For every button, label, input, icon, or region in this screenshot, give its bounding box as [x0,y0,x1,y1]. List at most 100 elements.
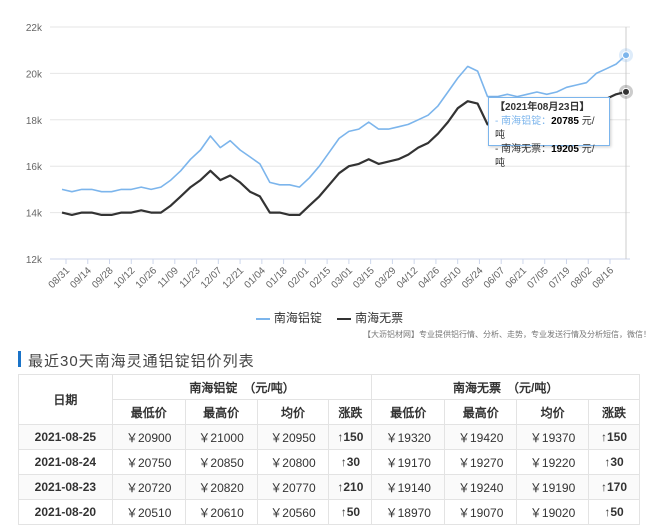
chart-tooltip: 【2021年08月23日】 - 南海铝锭：20785 元/吨 - 南海无票：19… [488,97,610,169]
chart-legend: 南海铝锭 南海无票 [0,309,659,326]
x-tick-label: 01/18 [264,265,290,291]
x-tick-label: 11/23 [178,265,203,290]
table-cell-change: ↑30 [328,449,373,475]
table-cell-date: 2021-08-23 [18,474,113,500]
table-cell-date: 2021-08-20 [18,499,113,525]
x-tick-label: 03/01 [330,265,356,291]
x-tick-label: 02/15 [308,265,334,291]
table-subheader: 均价 [256,399,330,425]
table-cell-date: 2021-08-25 [18,424,113,450]
hover-point [622,87,630,96]
x-tick-label: 07/19 [547,265,573,291]
table-subheader: 均价 [516,399,590,425]
table-subheader: 涨跌 [328,399,373,425]
table-subheader: 最低价 [371,399,446,425]
table-cell-price: ￥18970 [371,499,446,525]
table-cell-date: 2021-08-24 [18,449,113,475]
table-subheader: 最低价 [111,399,186,425]
y-tick-label: 20k [26,69,43,80]
legend-swatch-blue [255,317,270,320]
table-cell-price: ￥19320 [371,424,446,450]
hover-point [622,51,630,60]
tooltip-row-noticket: - 南海无票：19205 元/吨 [495,143,603,171]
table-cell-price: ￥20770 [256,474,330,500]
y-tick-label: 18k [26,116,43,127]
x-tick-label: 10/26 [134,265,160,291]
legend-item-nanhai-noticket[interactable]: 南海无票 [337,309,403,326]
tooltip-series-name: - 南海无票： [495,144,552,155]
table-cell-price: ￥20750 [111,449,186,475]
table-row: 2021-08-25 ￥20900 ￥21000 ￥20950 ↑150 ￥19320 ￥1… [18,424,640,450]
x-tick-label: 09/28 [90,265,116,291]
x-tick-label: 09/14 [68,265,94,291]
series-line-nanhai-ingot [61,54,627,193]
table-cell-change: ↑50 [328,499,373,525]
x-tick-label: 03/29 [373,265,399,291]
table-cell-change: ↑150 [328,424,373,450]
table-cell-price: ￥21000 [184,424,258,450]
price-chart: 12k 14k 16k 18k 20k 22k 08/31 09/14 09/28 10/12 10… [0,23,659,339]
x-tick-label: 07/05 [525,265,551,291]
x-tick-label: 03/15 [351,265,377,291]
x-tick-label: 08/16 [591,265,617,291]
x-tick-label: 02/01 [286,265,312,291]
table-header-row: 日期 南海铝锭 （元/吨） 南海无票 （元/吨） [18,374,640,425]
x-tick-label: 11/09 [156,265,181,290]
table-cell-price: ￥19370 [516,424,590,450]
table-cell-price: ￥20900 [111,424,186,450]
table-row: 2021-08-20 ￥20510 ￥20610 ￥20560 ↑50 ￥18970 ￥19… [18,499,640,525]
table-cell-price: ￥20560 [256,499,330,525]
table-cell-change: ↑150 [588,424,640,450]
x-tick-label: 04/26 [417,265,443,291]
table-cell-change: ↑30 [588,449,640,475]
y-tick-label: 22k [26,23,43,34]
tooltip-value: 19205 [551,144,579,155]
x-tick-label: 08/02 [569,265,595,291]
table-cell-price: ￥20850 [184,449,258,475]
table-cell-price: ￥19070 [444,499,518,525]
x-tick-label: 06/07 [482,265,508,291]
tooltip-value: 20785 [551,116,579,127]
table-row: 2021-08-24 ￥20750 ￥20850 ￥20800 ↑30 ￥19170 ￥19… [18,449,640,475]
y-tick-label: 16k [26,162,43,173]
legend-item-nanhai-ingot[interactable]: 南海铝锭 [255,309,322,326]
table-cell-price: ￥20720 [111,474,186,500]
table-cell-price: ￥20820 [184,474,258,500]
section-title-text: 最近30天南海灵通铝锭铝价列表 [28,353,255,370]
table-cell-price: ￥20510 [111,499,186,525]
table-body: 2021-08-25 ￥20900 ￥21000 ￥20950 ↑150 ￥19320 ￥1… [18,424,640,525]
table-cell-price: ￥19020 [516,499,590,525]
tooltip-date: 【2021年08月23日】 [495,102,590,113]
x-tick-label: 05/10 [438,265,464,291]
table-cell-change: ↑210 [328,474,373,500]
table-cell-price: ￥19190 [516,474,590,500]
table-row: 2021-08-23 ￥20720 ￥20820 ￥20770 ↑210 ￥19140 ￥1… [18,474,640,500]
line-chart-svg: 12k 14k 16k 18k 20k 22k 08/3109/1409/2810/1210… [26,23,633,291]
table-subheader: 最高价 [184,399,258,425]
price-table: 日期 南海铝锭 （元/吨） 南海无票 （元/吨） 最低价 最高价 均价 涨跌 最低价 最高… [18,374,640,525]
section-title-bar [18,351,21,367]
x-tick-label: 12/07 [199,265,225,291]
tooltip-series-name: - 南海铝锭： [495,116,552,127]
x-tick-label: 06/21 [504,265,530,291]
legend-swatch-black [337,317,352,320]
table-header-group-noticket: 南海无票 （元/吨） [371,374,640,400]
table-subheader-row: 最低价 最高价 均价 涨跌 最低价 最高价 均价 涨跌 [19,399,640,425]
y-tick-label: 12k [26,255,43,266]
table-subheader: 涨跌 [588,399,640,425]
table-cell-price: ￥19220 [516,449,590,475]
table-cell-price: ￥19420 [444,424,518,450]
table-cell-change: ↑50 [588,499,640,525]
table-subheader: 最高价 [444,399,518,425]
tooltip-row-ingot: - 南海铝锭：20785 元/吨 [495,115,603,143]
x-tick-label: 04/12 [395,265,421,291]
tooltip-unit: 元/吨 [495,116,595,141]
table-cell-price: ￥19270 [444,449,518,475]
table-cell-price: ￥19170 [371,449,446,475]
x-tick-label: 01/04 [242,265,268,291]
chart-footnote: 【大沥铝材网】专业提供铝行情、分析、走势，专业发送行情及分析短信，微信！ [363,330,651,339]
table-cell-price: ￥19240 [444,474,518,500]
table-cell-price: ￥20610 [184,499,258,525]
x-tick-label: 10/12 [112,265,138,291]
legend-label: 南海无票 [355,311,404,325]
